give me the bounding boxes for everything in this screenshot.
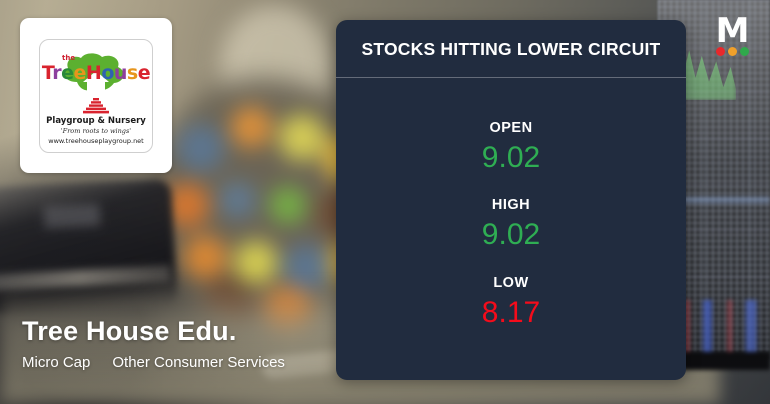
- stats-card-title: STOCKS HITTING LOWER CIRCUIT: [361, 38, 661, 59]
- company-info: Tree House Edu. Micro Cap Other Consumer…: [22, 316, 285, 372]
- company-meta: Micro Cap Other Consumer Services: [22, 354, 285, 372]
- tree-icon: [65, 52, 124, 92]
- company-logo-card: the TreeHouse Playgroup & Nursery 'From …: [20, 18, 172, 173]
- stats-list: OPEN 9.02 HIGH 9.02 LOW 8.17: [336, 78, 686, 380]
- brand-logo-dot-1: [715, 47, 725, 56]
- brand-logo-dots: [710, 47, 754, 56]
- company-sector: Other Consumer Services: [112, 354, 285, 371]
- logo-wordmark-char: u: [113, 61, 128, 84]
- stat-label: LOW: [493, 274, 529, 291]
- background-monitor-bezel: [658, 352, 770, 370]
- company-name: Tree House Edu.: [22, 315, 237, 346]
- logo-tagline: 'From roots to wings': [60, 126, 132, 135]
- logo-url: www.treehouseplaygroup.net: [48, 136, 144, 145]
- logo-subtitle: Playgroup & Nursery: [46, 115, 146, 126]
- stats-card: STOCKS HITTING LOWER CIRCUIT OPEN 9.02 HIG…: [336, 20, 686, 380]
- brand-logo-letter: M: [715, 11, 750, 51]
- company-logo-image: the TreeHouse Playgroup & Nursery 'From …: [39, 38, 153, 153]
- steps-icon: [83, 97, 109, 113]
- logo-wordmark-char: s: [126, 61, 138, 84]
- logo-wordmark-char: H: [85, 61, 102, 84]
- stat-block-low: LOW 8.17: [336, 265, 686, 342]
- company-market-cap: Micro Cap: [22, 354, 91, 371]
- brand-logo-dot-3: [739, 47, 749, 56]
- stats-card-divider: [336, 77, 686, 78]
- background-monitor-blue-line: [658, 195, 770, 205]
- brand-logo: M: [710, 11, 754, 56]
- logo-wordmark-char: r: [52, 61, 62, 84]
- stat-label: HIGH: [491, 197, 531, 214]
- stat-block-open: OPEN 9.02: [336, 110, 686, 187]
- logo-wordmark: TreeHouse: [40, 61, 152, 84]
- logo-wordmark-char: T: [41, 61, 53, 84]
- stat-value: 9.02: [481, 218, 541, 252]
- brand-logo-dot-2: [727, 47, 737, 56]
- logo-wordmark-char: e: [137, 61, 151, 84]
- stat-value: 8.17: [481, 295, 541, 329]
- stat-block-high: HIGH 9.02: [336, 187, 686, 264]
- logo-the-text: the: [62, 53, 76, 62]
- stat-label: OPEN: [489, 119, 533, 136]
- logo-wordmark-char: e: [73, 61, 87, 84]
- stat-value: 9.02: [481, 140, 541, 174]
- logo-wordmark-char: o: [101, 61, 114, 84]
- logo-wordmark-char: e: [61, 61, 74, 84]
